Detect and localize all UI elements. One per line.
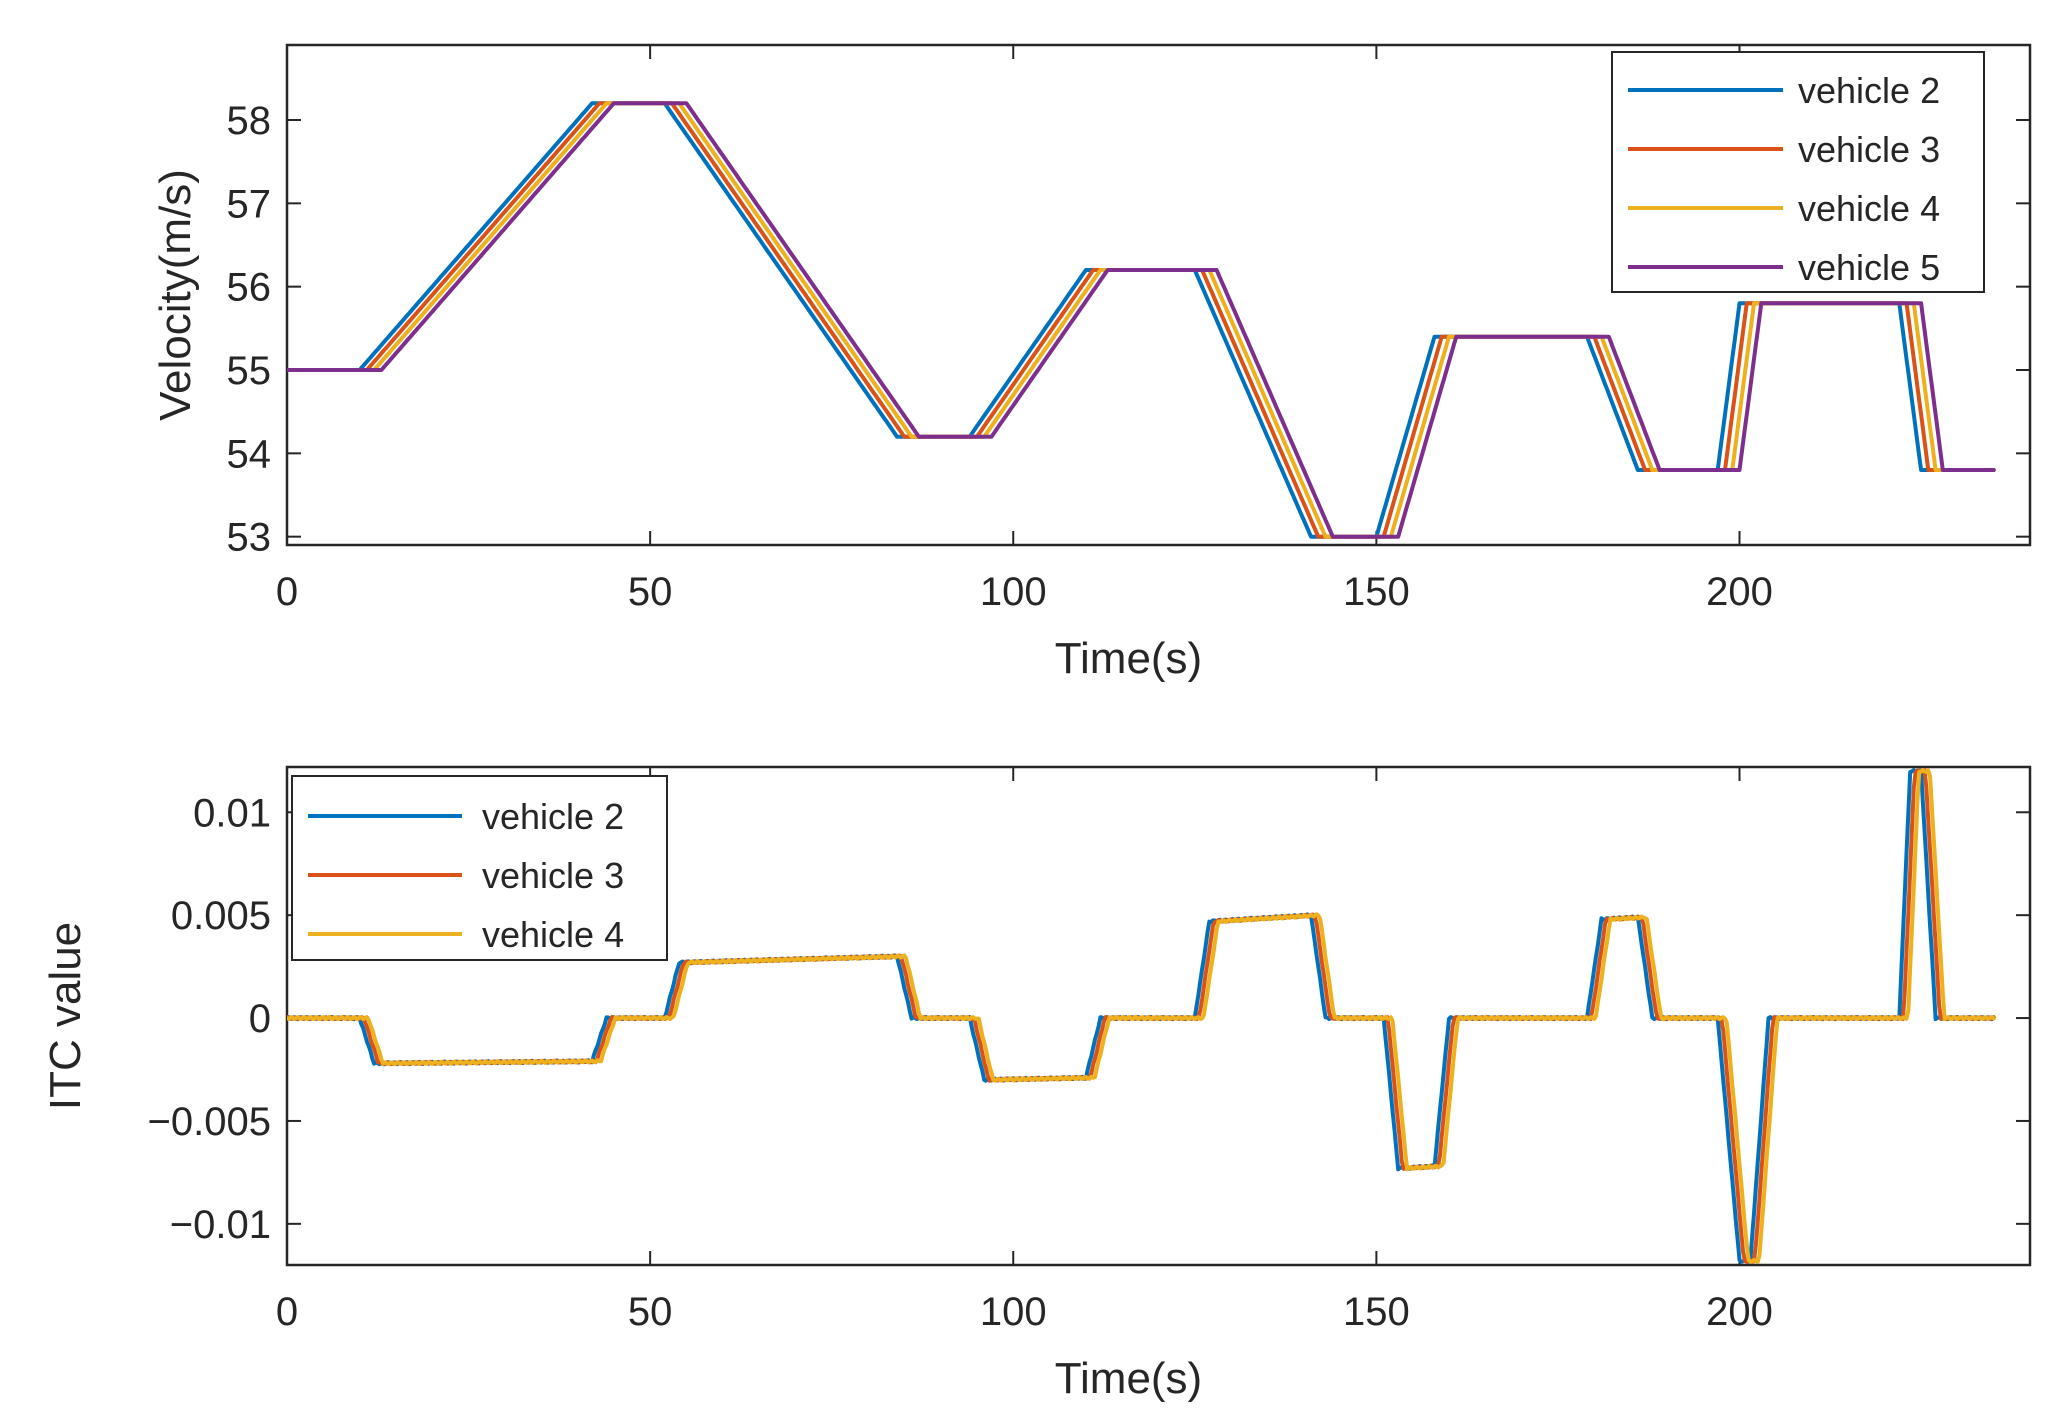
- series-line-vehicle-4: [287, 768, 1996, 1264]
- x-tick-label: 0: [276, 570, 298, 614]
- x-tick-label: 0: [276, 1290, 298, 1334]
- series-lines: [287, 101, 1996, 539]
- y-tick-label: 0.005: [171, 894, 271, 938]
- velocity-chart: 0 50 100 150 200 53 54 55 56 57 58 Time(s) Velocity(…: [151, 43, 2032, 683]
- x-tick-label: 100: [980, 1290, 1047, 1334]
- x-tick-label: 100: [980, 570, 1047, 614]
- x-axis-title: Time(s): [1055, 1354, 1202, 1403]
- x-tick-label: 200: [1706, 1290, 1773, 1334]
- y-tick-label: 0.01: [193, 791, 271, 835]
- legend: vehicle 2 vehicle 3 vehicle 4: [291, 775, 668, 961]
- y-axis-title: ITC value: [41, 922, 90, 1110]
- y-tick-label: 0: [249, 997, 271, 1041]
- legend-box: [291, 775, 668, 961]
- series-lines: [287, 768, 1996, 1264]
- y-tick-label: 56: [227, 266, 272, 310]
- legend: vehicle 2 vehicle 3 vehicle 4 vehicle 5: [1611, 51, 1985, 293]
- series-line-vehicle-5: [287, 101, 1996, 539]
- y-axis-title: Velocity(m/s): [151, 169, 200, 421]
- x-tick-label: 200: [1706, 570, 1773, 614]
- y-tick-label: 57: [227, 182, 272, 226]
- legend-label: vehicle 3: [482, 855, 624, 896]
- y-tick-label: 58: [227, 99, 272, 143]
- y-tick-label: 55: [227, 349, 272, 393]
- legend-label: vehicle 5: [1798, 247, 1940, 288]
- y-tick-label: 54: [227, 432, 272, 476]
- x-tick-label: 50: [628, 570, 673, 614]
- legend-label: vehicle 2: [482, 796, 624, 837]
- x-tick-label: 50: [628, 1290, 673, 1334]
- legend-label: vehicle 4: [482, 914, 624, 955]
- y-tick-label: −0.005: [148, 1100, 271, 1144]
- x-tick-label: 150: [1343, 570, 1410, 614]
- y-tick-label: 53: [227, 516, 272, 560]
- legend-label: vehicle 4: [1798, 188, 1940, 229]
- legend-label: vehicle 3: [1798, 129, 1940, 170]
- x-tick-label: 150: [1343, 1290, 1410, 1334]
- y-tick-label: −0.01: [170, 1203, 271, 1247]
- itc-chart: 0 50 100 150 200 −0.01 −0.005 0 0.005 0.01 Time(s)…: [41, 765, 2032, 1403]
- legend-label: vehicle 2: [1798, 70, 1940, 111]
- x-axis-title: Time(s): [1055, 634, 1202, 683]
